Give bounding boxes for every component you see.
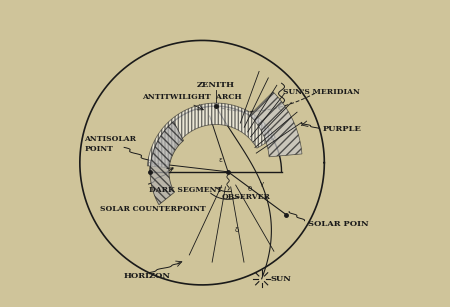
Text: ε: ε (219, 157, 222, 163)
Text: SUN'S MERIDIAN: SUN'S MERIDIAN (283, 88, 360, 96)
Text: OBSERVER: OBSERVER (222, 193, 271, 201)
Text: SOLAR POIN: SOLAR POIN (307, 220, 368, 228)
Text: γ: γ (260, 181, 264, 187)
Text: δ: δ (235, 227, 239, 233)
Polygon shape (150, 122, 184, 205)
Text: SUN: SUN (271, 275, 292, 283)
Polygon shape (147, 103, 275, 168)
Text: DARK SEGMENT: DARK SEGMENT (148, 186, 222, 194)
Text: ZENITH: ZENITH (197, 81, 235, 89)
Text: PURPLE: PURPLE (323, 125, 362, 133)
Polygon shape (250, 92, 302, 157)
Text: SOLAR COUNTERPOINT: SOLAR COUNTERPOINT (100, 204, 206, 212)
Text: ANTISOLAR
POINT: ANTISOLAR POINT (85, 135, 136, 153)
Text: HORIZON: HORIZON (124, 272, 171, 280)
Text: ANTITWILIGHT  ARCH: ANTITWILIGHT ARCH (142, 93, 241, 101)
Text: θ: θ (248, 186, 252, 192)
